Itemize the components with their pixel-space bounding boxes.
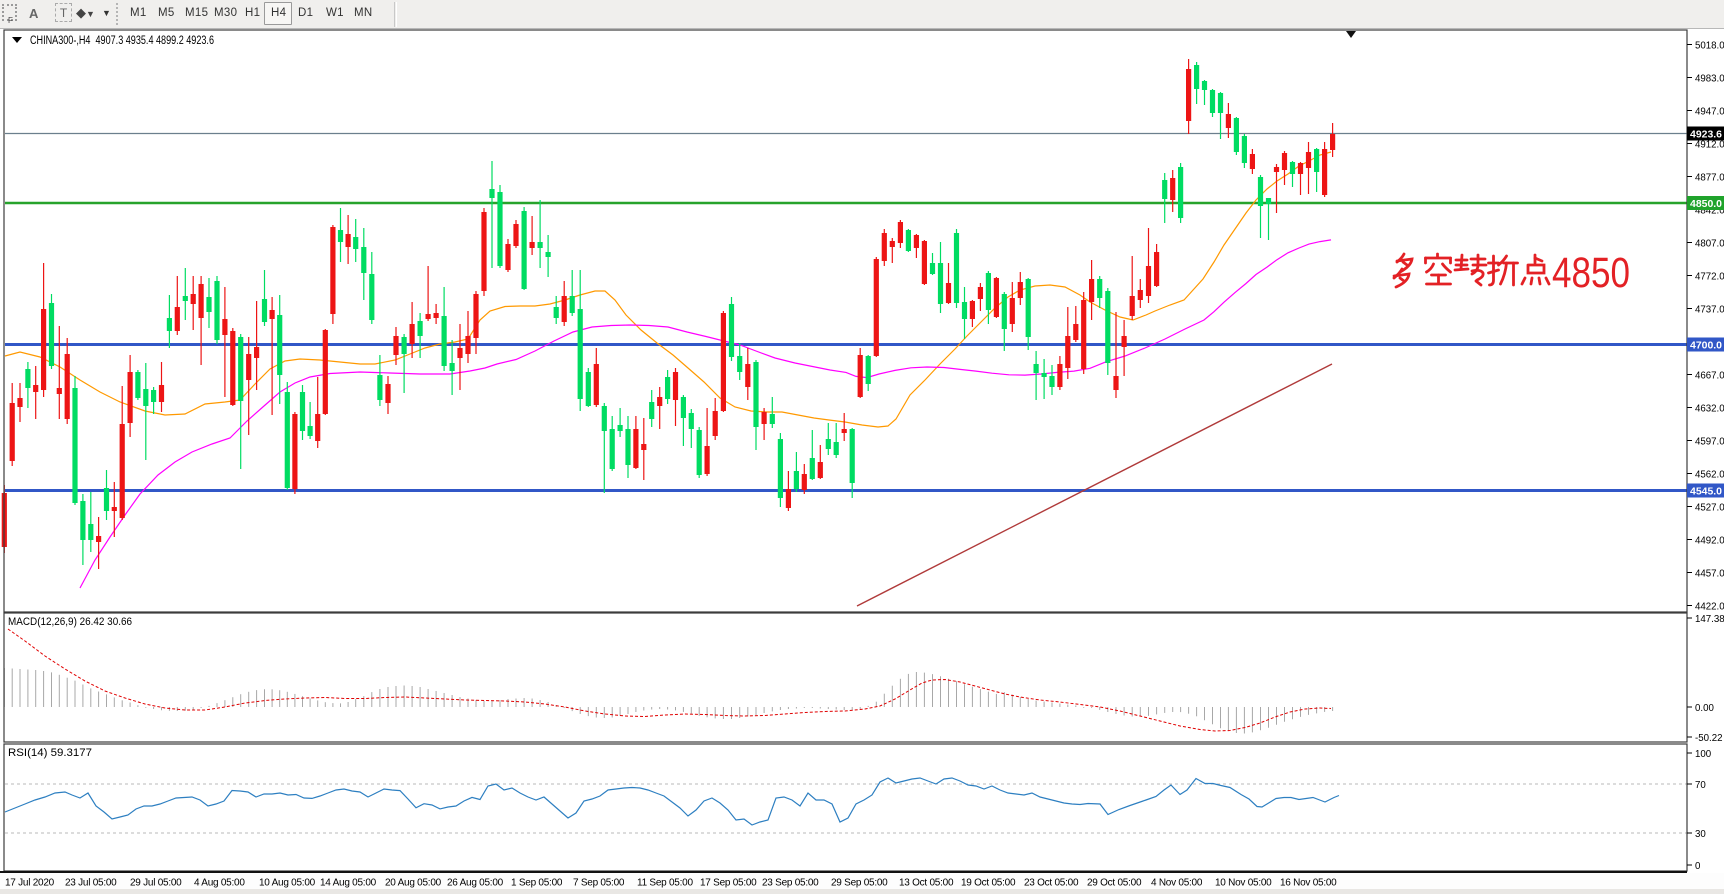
svg-text:4912.0: 4912.0 [1695, 139, 1724, 150]
svg-text:4492.0: 4492.0 [1695, 535, 1724, 546]
svg-text:23 Oct 05:00: 23 Oct 05:00 [1024, 878, 1079, 889]
svg-text:20 Aug 05:00: 20 Aug 05:00 [385, 878, 442, 889]
svg-text:0: 0 [1695, 861, 1701, 872]
svg-text:4877.0: 4877.0 [1695, 172, 1724, 183]
svg-text:4527.0: 4527.0 [1695, 502, 1724, 513]
svg-text:4842.0: 4842.0 [1695, 205, 1724, 216]
svg-text:4597.0: 4597.0 [1695, 436, 1724, 447]
svg-text:4737.0: 4737.0 [1695, 304, 1724, 315]
svg-text:70: 70 [1695, 780, 1706, 791]
svg-text:23 Jul 05:00: 23 Jul 05:00 [65, 878, 117, 889]
svg-text:16 Nov 05:00: 16 Nov 05:00 [1280, 878, 1337, 889]
svg-text:147.38: 147.38 [1695, 614, 1724, 625]
svg-text:29 Sep 05:00: 29 Sep 05:00 [831, 878, 888, 889]
svg-text:4807.0: 4807.0 [1695, 238, 1724, 249]
svg-text:4562.0: 4562.0 [1695, 469, 1724, 480]
svg-text:14 Aug 05:00: 14 Aug 05:00 [320, 878, 377, 889]
svg-text:4772.0: 4772.0 [1695, 271, 1724, 282]
svg-text:10 Nov 05:00: 10 Nov 05:00 [1215, 878, 1272, 889]
svg-text:4 Aug 05:00: 4 Aug 05:00 [194, 878, 245, 889]
svg-text:10 Aug 05:00: 10 Aug 05:00 [259, 878, 316, 889]
svg-text:0.00: 0.00 [1695, 703, 1714, 714]
svg-text:4545.0: 4545.0 [1690, 486, 1723, 497]
svg-text:CHINA300-,H4 4907.3 4935.4 48: CHINA300-,H4 4907.3 4935.4 4899.2 4923.6 [30, 35, 214, 47]
svg-text:29 Oct 05:00: 29 Oct 05:00 [1087, 878, 1142, 889]
svg-text:RSI(14) 59.3177: RSI(14) 59.3177 [8, 747, 92, 759]
svg-text:4947.0: 4947.0 [1695, 106, 1724, 117]
svg-text:4667.0: 4667.0 [1695, 370, 1724, 381]
svg-text:4422.0: 4422.0 [1695, 601, 1724, 612]
svg-text:5018.0: 5018.0 [1695, 40, 1724, 51]
svg-text:13 Oct 05:00: 13 Oct 05:00 [899, 878, 954, 889]
svg-text:30: 30 [1695, 829, 1706, 840]
svg-text:4 Nov 05:00: 4 Nov 05:00 [1151, 878, 1203, 889]
svg-text:7 Sep 05:00: 7 Sep 05:00 [573, 878, 625, 889]
svg-text:23 Sep 05:00: 23 Sep 05:00 [762, 878, 819, 889]
svg-text:MACD(12,26,9) 26.42 30.66: MACD(12,26,9) 26.42 30.66 [8, 616, 132, 628]
svg-text:4850: 4850 [1552, 249, 1630, 297]
svg-text:26 Aug 05:00: 26 Aug 05:00 [447, 878, 504, 889]
svg-text:4923.6: 4923.6 [1690, 129, 1723, 140]
svg-text:11 Sep 05:00: 11 Sep 05:00 [637, 878, 693, 889]
svg-text:-50.22: -50.22 [1695, 733, 1722, 744]
svg-text:100: 100 [1695, 749, 1712, 760]
svg-text:4700.0: 4700.0 [1690, 340, 1723, 351]
svg-text:1 Sep 05:00: 1 Sep 05:00 [511, 878, 563, 889]
svg-text:4983.0: 4983.0 [1695, 73, 1724, 84]
svg-text:17 Jul 2020: 17 Jul 2020 [5, 878, 55, 889]
svg-text:4632.0: 4632.0 [1695, 403, 1724, 414]
svg-text:17 Sep 05:00: 17 Sep 05:00 [700, 878, 757, 889]
svg-text:19 Oct 05:00: 19 Oct 05:00 [961, 878, 1016, 889]
svg-text:29 Jul 05:00: 29 Jul 05:00 [130, 878, 182, 889]
svg-text:4850.0: 4850.0 [1690, 199, 1723, 210]
svg-text:4457.0: 4457.0 [1695, 568, 1724, 579]
